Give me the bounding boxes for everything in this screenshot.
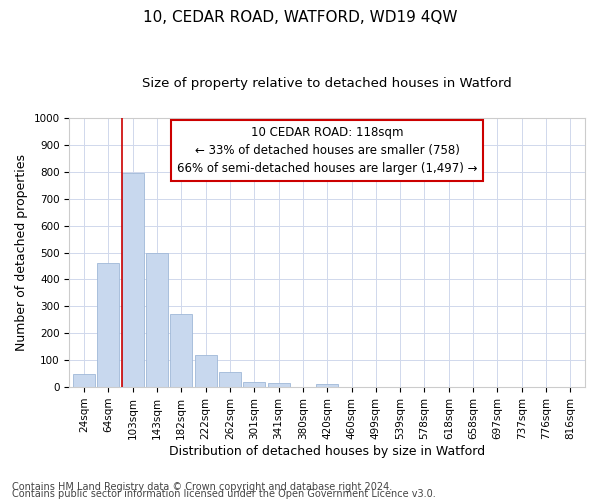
Bar (146, 252, 168, 387)
Text: 10 CEDAR ROAD: 118sqm
← 33% of detached houses are smaller (758)
66% of semi-det: 10 CEDAR ROAD: 118sqm ← 33% of detached … (177, 126, 478, 175)
Text: Contains public sector information licensed under the Open Government Licence v3: Contains public sector information licen… (12, 489, 436, 499)
Text: Contains HM Land Registry data © Crown copyright and database right 2024.: Contains HM Land Registry data © Crown c… (12, 482, 392, 492)
Bar (122, 173, 143, 387)
Y-axis label: Number of detached properties: Number of detached properties (15, 154, 28, 351)
Bar (194, 355, 217, 387)
Bar (170, 314, 192, 387)
Bar (316, 384, 338, 387)
Bar (73, 374, 95, 387)
Bar (219, 372, 241, 387)
Text: 10, CEDAR ROAD, WATFORD, WD19 4QW: 10, CEDAR ROAD, WATFORD, WD19 4QW (143, 10, 457, 25)
Bar (268, 383, 290, 387)
X-axis label: Distribution of detached houses by size in Watford: Distribution of detached houses by size … (169, 444, 485, 458)
Bar (243, 382, 265, 387)
Bar (97, 264, 119, 387)
Title: Size of property relative to detached houses in Watford: Size of property relative to detached ho… (142, 78, 512, 90)
